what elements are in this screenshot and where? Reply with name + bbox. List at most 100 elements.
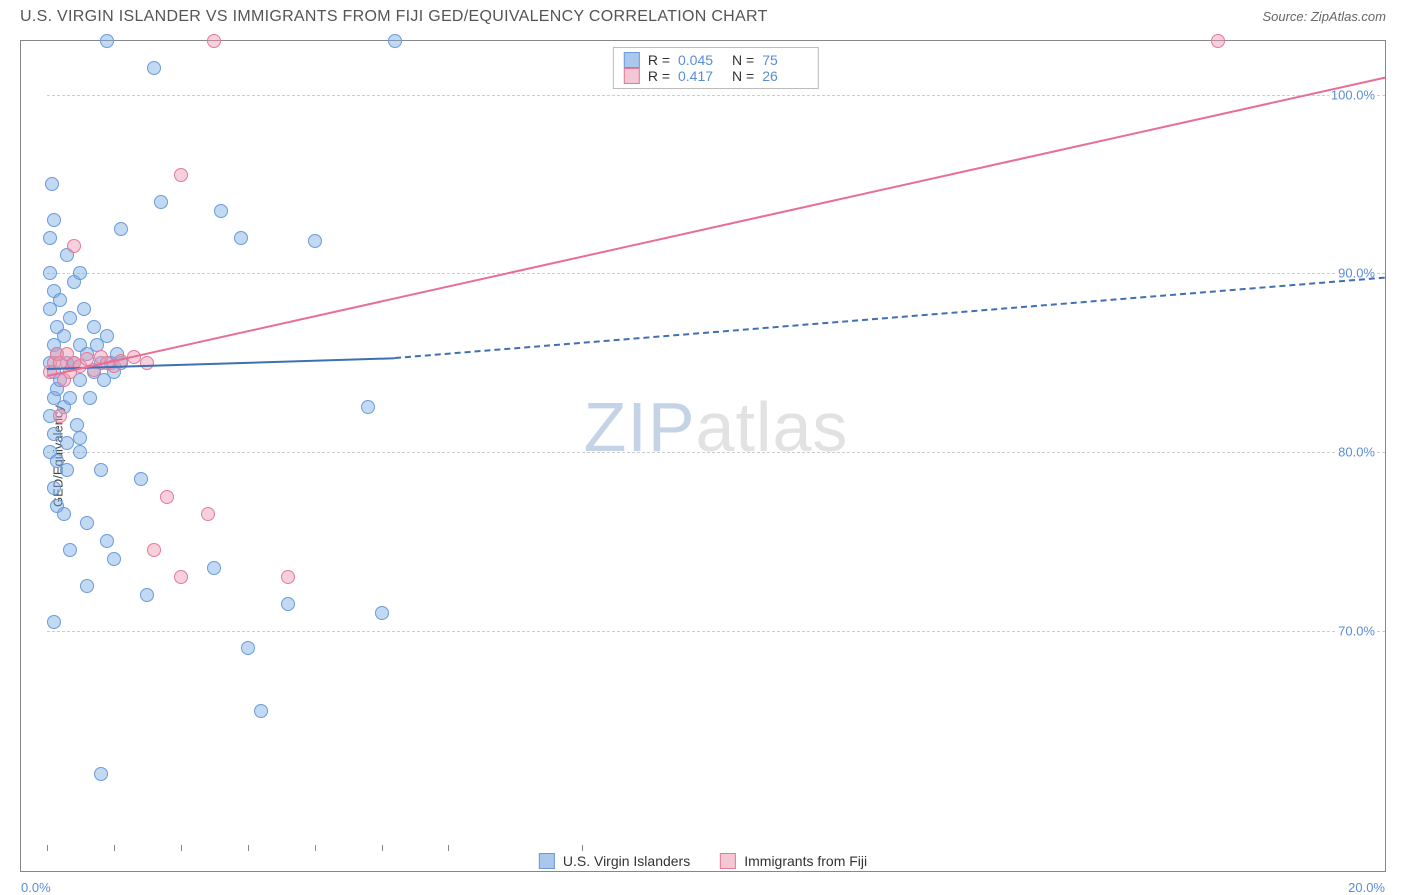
correlation-row-blue: R = 0.045 N = 75 (624, 52, 808, 68)
legend-label-blue: U.S. Virgin Islanders (563, 853, 690, 869)
n-label: N = (732, 52, 754, 68)
scatter-point (147, 543, 161, 557)
scatter-point (281, 570, 295, 584)
scatter-point (94, 767, 108, 781)
series-legend: U.S. Virgin Islanders Immigrants from Fi… (533, 853, 873, 869)
r-value-pink: 0.417 (678, 68, 724, 84)
swatch-blue (539, 853, 555, 869)
gridline-h (47, 452, 1385, 453)
legend-item-blue: U.S. Virgin Islanders (539, 853, 690, 869)
scatter-point (140, 356, 154, 370)
scatter-point (63, 391, 77, 405)
scatter-point (87, 320, 101, 334)
scatter-point (100, 34, 114, 48)
scatter-point (53, 409, 67, 423)
scatter-point (207, 561, 221, 575)
x-tick-mark (114, 845, 115, 851)
scatter-point (154, 195, 168, 209)
source-value: ZipAtlas.com (1311, 9, 1386, 24)
x-tick-mark (181, 845, 182, 851)
y-tick-label: 80.0% (1336, 444, 1377, 459)
x-tick-mark (382, 845, 383, 851)
scatter-point (47, 615, 61, 629)
chart-title: U.S. VIRGIN ISLANDER VS IMMIGRANTS FROM … (20, 8, 768, 26)
scatter-point (100, 329, 114, 343)
x-tick-mark (448, 845, 449, 851)
r-label: R = (648, 68, 670, 84)
scatter-point (147, 61, 161, 75)
gridline-h (47, 95, 1385, 96)
trend-line (395, 277, 1385, 359)
scatter-point (1211, 34, 1225, 48)
scatter-point (254, 704, 268, 718)
scatter-point (361, 400, 375, 414)
scatter-point (47, 213, 61, 227)
scatter-point (94, 463, 108, 477)
scatter-point (80, 579, 94, 593)
n-value-blue: 75 (762, 52, 808, 68)
scatter-point (67, 239, 81, 253)
scatter-point (140, 588, 154, 602)
scatter-point (160, 490, 174, 504)
scatter-point (73, 266, 87, 280)
correlation-legend: R = 0.045 N = 75 R = 0.417 N = 26 (613, 47, 819, 89)
swatch-pink (624, 68, 640, 84)
scatter-point (73, 445, 87, 459)
gridline-h (47, 273, 1385, 274)
scatter-point (114, 222, 128, 236)
r-value-blue: 0.045 (678, 52, 724, 68)
scatter-point (234, 231, 248, 245)
scatter-point (43, 266, 57, 280)
scatter-point (174, 570, 188, 584)
x-tick-mark (248, 845, 249, 851)
watermark-atlas: atlas (696, 388, 849, 466)
scatter-point (214, 204, 228, 218)
x-axis-min-label: 0.0% (21, 880, 51, 895)
scatter-point (47, 427, 61, 441)
gridline-h (47, 631, 1385, 632)
scatter-point (60, 436, 74, 450)
scatter-point (201, 507, 215, 521)
watermark-zip: ZIP (584, 388, 696, 466)
scatter-point (45, 177, 59, 191)
swatch-blue (624, 52, 640, 68)
legend-label-pink: Immigrants from Fiji (744, 853, 867, 869)
scatter-point (77, 302, 91, 316)
swatch-pink (720, 853, 736, 869)
n-value-pink: 26 (762, 68, 808, 84)
chart-container: GED/Equivalency ZIPatlas R = 0.045 N = 7… (20, 40, 1386, 872)
correlation-row-pink: R = 0.417 N = 26 (624, 68, 808, 84)
scatter-point (57, 329, 71, 343)
source-credit: Source: ZipAtlas.com (1262, 8, 1386, 26)
scatter-point (241, 641, 255, 655)
scatter-point (63, 311, 77, 325)
source-label: Source: (1262, 9, 1310, 24)
scatter-point (53, 293, 67, 307)
scatter-point (100, 534, 114, 548)
scatter-point (80, 516, 94, 530)
scatter-point (73, 431, 87, 445)
r-label: R = (648, 52, 670, 68)
scatter-point (107, 552, 121, 566)
x-tick-mark (47, 845, 48, 851)
legend-item-pink: Immigrants from Fiji (720, 853, 867, 869)
x-tick-mark (582, 845, 583, 851)
n-label: N = (732, 68, 754, 84)
scatter-point (207, 34, 221, 48)
watermark: ZIPatlas (584, 387, 849, 467)
scatter-point (83, 391, 97, 405)
scatter-point (388, 34, 402, 48)
scatter-point (281, 597, 295, 611)
scatter-point (174, 168, 188, 182)
x-tick-mark (315, 845, 316, 851)
x-axis-max-label: 20.0% (1348, 880, 1385, 895)
scatter-point (134, 472, 148, 486)
scatter-point (63, 543, 77, 557)
scatter-point (375, 606, 389, 620)
plot-area: ZIPatlas R = 0.045 N = 75 R = 0.417 N = … (47, 41, 1385, 845)
scatter-point (47, 481, 61, 495)
scatter-point (43, 231, 57, 245)
scatter-point (308, 234, 322, 248)
scatter-point (60, 463, 74, 477)
scatter-point (57, 507, 71, 521)
